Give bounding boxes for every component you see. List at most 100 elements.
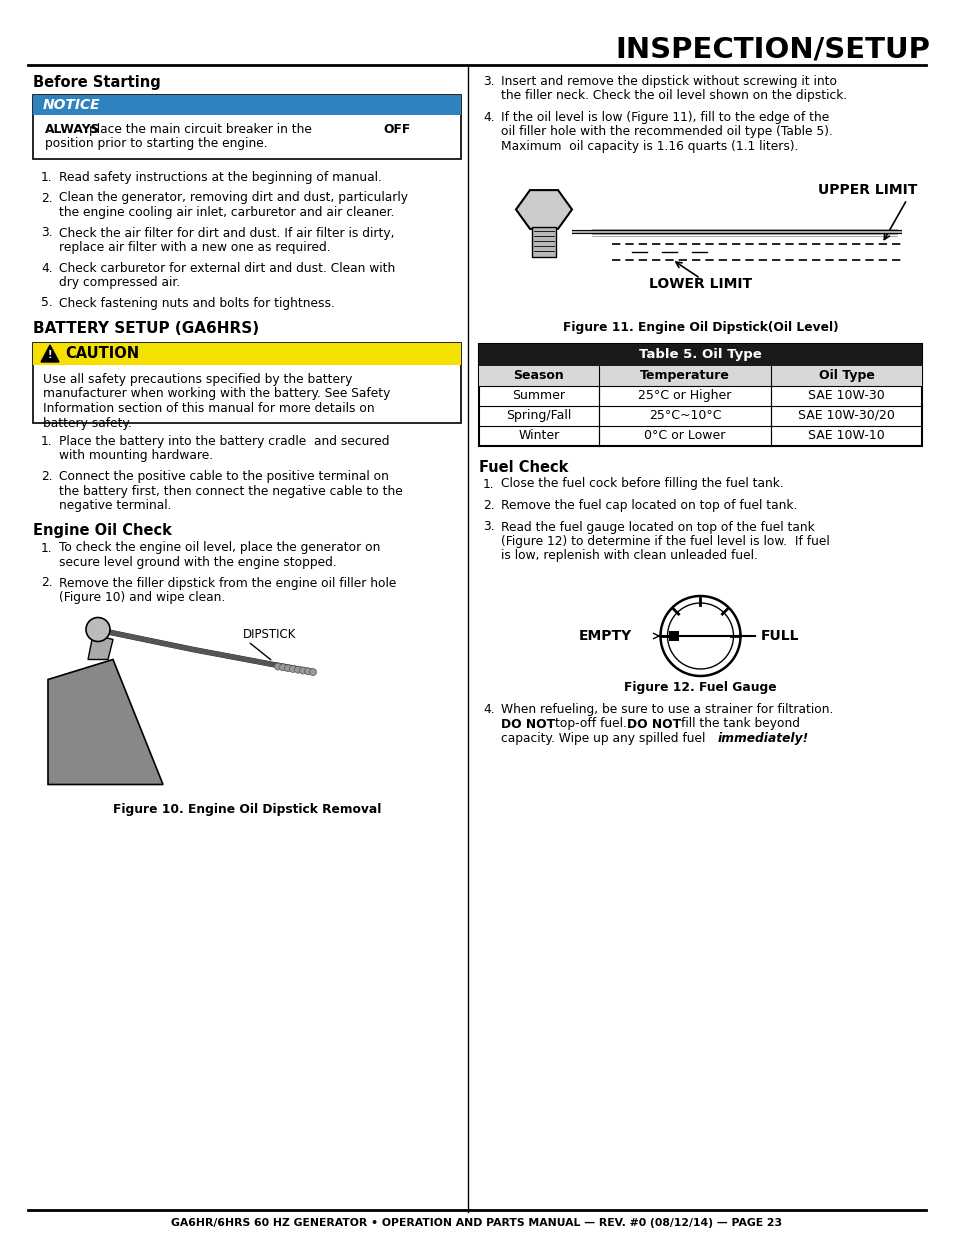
Bar (532, 226, 556, 257)
Text: (Figure 12) to determine if the fuel level is low.  If fuel: (Figure 12) to determine if the fuel lev… (500, 535, 829, 548)
Text: Figure 12. Fuel Gauge: Figure 12. Fuel Gauge (623, 680, 776, 694)
Text: Check the air filter for dirt and dust. If air filter is dirty,: Check the air filter for dirt and dust. … (59, 226, 395, 240)
Text: Maximum  oil capacity is 1.16 quarts (1.1 liters).: Maximum oil capacity is 1.16 quarts (1.1… (500, 140, 798, 153)
Circle shape (86, 618, 110, 641)
Text: 2.: 2. (41, 191, 52, 205)
Circle shape (309, 668, 316, 676)
Text: Check fastening nuts and bolts for tightness.: Check fastening nuts and bolts for tight… (59, 296, 335, 310)
Text: Figure 11. Engine Oil Dipstick(Oil Level): Figure 11. Engine Oil Dipstick(Oil Level… (562, 321, 838, 335)
Text: 3.: 3. (482, 75, 494, 88)
Text: BATTERY SETUP (GA6HRS): BATTERY SETUP (GA6HRS) (33, 321, 259, 336)
Text: the engine cooling air inlet, carburetor and air cleaner.: the engine cooling air inlet, carburetor… (59, 206, 395, 219)
Text: EMPTY: EMPTY (578, 629, 632, 643)
Text: UPPER LIMIT: UPPER LIMIT (817, 184, 916, 198)
Text: NOTICE: NOTICE (43, 98, 100, 112)
Text: 25°C~10°C: 25°C~10°C (648, 409, 720, 422)
Text: DO NOT: DO NOT (500, 718, 555, 730)
Text: SAE 10W-10: SAE 10W-10 (807, 429, 884, 442)
Text: 1.: 1. (41, 435, 52, 448)
Text: Read the fuel gauge located on top of the fuel tank: Read the fuel gauge located on top of th… (500, 520, 814, 534)
Text: Before Starting: Before Starting (33, 75, 161, 90)
Text: Clean the generator, removing dirt and dust, particularly: Clean the generator, removing dirt and d… (59, 191, 408, 205)
Bar (669, 631, 679, 641)
Text: CAUTION: CAUTION (65, 347, 139, 362)
Text: ALWAYS: ALWAYS (45, 124, 100, 136)
Text: fill the tank beyond: fill the tank beyond (680, 718, 800, 730)
Circle shape (279, 663, 286, 671)
Text: Read safety instructions at the beginning of manual.: Read safety instructions at the beginnin… (59, 170, 381, 184)
Text: 0°C or Lower: 0°C or Lower (643, 429, 725, 442)
Text: manufacturer when working with the battery. See Safety: manufacturer when working with the batte… (43, 388, 390, 400)
Text: Remove the fuel cap located on top of fuel tank.: Remove the fuel cap located on top of fu… (500, 499, 797, 513)
Text: DO NOT: DO NOT (626, 718, 680, 730)
Text: !: ! (48, 350, 52, 359)
Text: 1.: 1. (482, 478, 494, 490)
Text: immediately!: immediately! (718, 732, 808, 745)
Polygon shape (88, 635, 112, 659)
Circle shape (284, 664, 292, 672)
Text: secure level ground with the engine stopped.: secure level ground with the engine stop… (59, 556, 336, 569)
Text: 2.: 2. (482, 499, 494, 513)
Bar (33, 95, 460, 159)
Text: Check carburetor for external dirt and dust. Clean with: Check carburetor for external dirt and d… (59, 262, 395, 274)
Text: 3.: 3. (41, 226, 52, 240)
Text: Spring/Fall: Spring/Fall (506, 409, 571, 422)
Bar (33, 95, 460, 115)
Text: 5.: 5. (41, 296, 52, 310)
Text: replace air filter with a new one as required.: replace air filter with a new one as req… (59, 241, 331, 254)
Text: oil filler hole with the recommended oil type (Table 5).: oil filler hole with the recommended oil… (500, 126, 832, 138)
Bar (33, 343, 460, 366)
Polygon shape (516, 190, 572, 228)
Text: If the oil level is low (Figure 11), fill to the edge of the: If the oil level is low (Figure 11), fil… (500, 111, 828, 124)
Bar (33, 343, 460, 424)
Text: 1.: 1. (41, 170, 52, 184)
Text: is low, replenish with clean unleaded fuel.: is low, replenish with clean unleaded fu… (500, 550, 757, 562)
Text: the filler neck. Check the oil level shown on the dipstick.: the filler neck. Check the oil level sho… (500, 89, 846, 103)
Circle shape (304, 668, 312, 674)
Text: Winter: Winter (517, 429, 558, 442)
Text: 25°C or Higher: 25°C or Higher (638, 389, 731, 403)
Text: To check the engine oil level, place the generator on: To check the engine oil level, place the… (59, 541, 380, 555)
Text: Fuel Check: Fuel Check (478, 459, 568, 474)
Text: GA6HR/6HRS 60 HZ GENERATOR • OPERATION AND PARTS MANUAL — REV. #0 (08/12/14) — P: GA6HR/6HRS 60 HZ GENERATOR • OPERATION A… (172, 1218, 781, 1228)
Circle shape (294, 666, 301, 673)
Text: Season: Season (513, 369, 563, 382)
Polygon shape (41, 345, 59, 362)
Text: OFF: OFF (382, 124, 410, 136)
Text: 3.: 3. (482, 520, 494, 534)
Text: Place the battery into the battery cradle  and secured: Place the battery into the battery cradl… (59, 435, 389, 448)
Text: Close the fuel cock before filling the fuel tank.: Close the fuel cock before filling the f… (500, 478, 783, 490)
Text: Table 5. Oil Type: Table 5. Oil Type (639, 348, 761, 361)
Circle shape (299, 667, 306, 674)
Text: Summer: Summer (512, 389, 565, 403)
Text: (Figure 10) and wipe clean.: (Figure 10) and wipe clean. (59, 592, 225, 604)
Circle shape (289, 666, 296, 672)
Text: battery safety.: battery safety. (43, 416, 132, 430)
Text: negative terminal.: negative terminal. (59, 499, 172, 513)
Text: 2.: 2. (41, 471, 52, 483)
Text: Engine Oil Check: Engine Oil Check (33, 524, 172, 538)
Text: capacity. Wipe up any spilled fuel: capacity. Wipe up any spilled fuel (500, 732, 708, 745)
Text: dry compressed air.: dry compressed air. (59, 275, 180, 289)
Bar (478, 343, 921, 366)
Bar (478, 343, 921, 446)
Text: with mounting hardware.: with mounting hardware. (59, 450, 213, 462)
Text: 1.: 1. (41, 541, 52, 555)
Text: 2.: 2. (41, 577, 52, 589)
Text: 4.: 4. (41, 262, 52, 274)
Bar (478, 366, 921, 385)
Text: Insert and remove the dipstick without screwing it into: Insert and remove the dipstick without s… (500, 75, 836, 88)
Text: SAE 10W-30/20: SAE 10W-30/20 (798, 409, 894, 422)
Polygon shape (48, 659, 163, 784)
Text: Remove the filler dipstick from the engine oil filler hole: Remove the filler dipstick from the engi… (59, 577, 395, 589)
Text: position prior to starting the engine.: position prior to starting the engine. (45, 137, 268, 151)
Text: Connect the positive cable to the positive terminal on: Connect the positive cable to the positi… (59, 471, 389, 483)
Text: 4.: 4. (482, 111, 494, 124)
Text: top-off fuel.: top-off fuel. (555, 718, 626, 730)
Text: Use all safety precautions specified by the battery: Use all safety precautions specified by … (43, 373, 352, 387)
Text: Figure 10. Engine Oil Dipstick Removal: Figure 10. Engine Oil Dipstick Removal (112, 803, 381, 815)
Text: Temperature: Temperature (639, 369, 729, 382)
Text: SAE 10W-30: SAE 10W-30 (807, 389, 884, 403)
Text: Information section of this manual for more details on: Information section of this manual for m… (43, 403, 375, 415)
Text: When refueling, be sure to use a strainer for filtration.: When refueling, be sure to use a straine… (500, 703, 833, 716)
